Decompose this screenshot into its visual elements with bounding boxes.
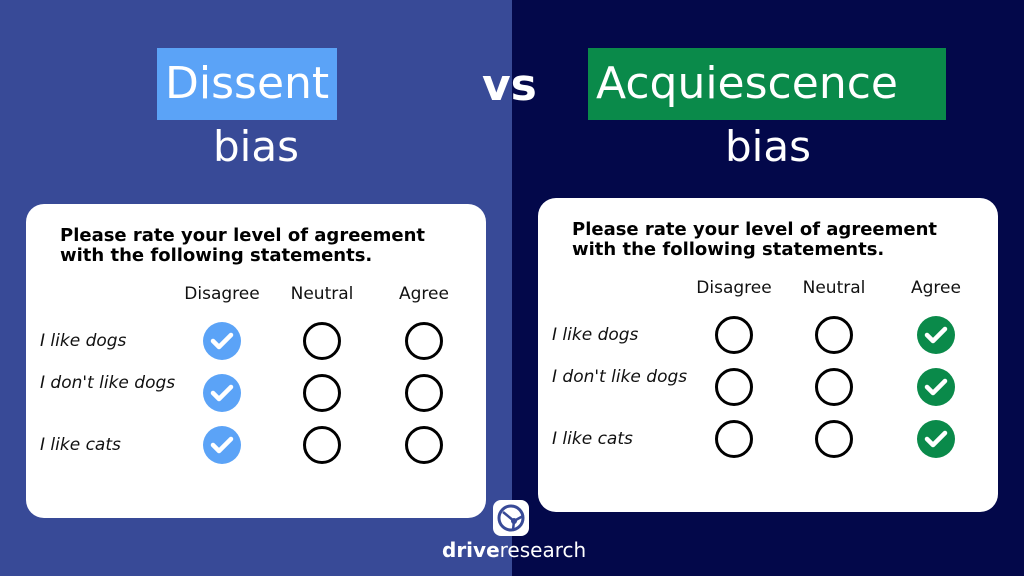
check-icon [924,378,948,396]
radio-option[interactable] [405,426,443,464]
check-icon [924,326,948,344]
check-icon [210,436,234,454]
column-header: Neutral [290,284,354,304]
radio-option[interactable] [815,316,853,354]
vs-text: vs [482,60,537,111]
radio-option[interactable] [405,322,443,360]
radio-option[interactable] [815,420,853,458]
dissent-bias-text: bias [213,122,299,171]
statement-label: I like dogs [552,325,639,345]
radio-option[interactable] [815,368,853,406]
radio-option[interactable] [303,426,341,464]
statement-label: I don't like dogs [40,373,176,393]
question-text: Please rate your level of agreement with… [60,225,425,266]
radio-option[interactable] [303,374,341,412]
radio-option[interactable] [715,368,753,406]
statement-label: I don't like dogs [552,367,688,387]
selected-checkmark-option[interactable] [203,426,241,464]
column-header: Agree [911,278,961,298]
radio-option[interactable] [405,374,443,412]
brand-bold: drive [442,538,500,562]
statement-label: I like cats [552,429,633,449]
radio-option[interactable] [303,322,341,360]
brand-light: research [499,538,587,562]
column-header: Disagree [696,278,772,298]
acquiescence-label: Acquiescence [588,48,946,120]
check-icon [924,430,948,448]
steering-wheel-icon [493,500,529,536]
radio-option[interactable] [715,316,753,354]
check-icon [210,332,234,350]
brand-logo: driveresearch [442,538,586,562]
dissent-label: Dissent [157,48,338,120]
column-header: Agree [399,284,449,304]
survey-card-dissent: Please rate your level of agreement with… [26,204,486,518]
survey-card-acquiescence: Please rate your level of agreement with… [538,198,998,512]
column-header: Neutral [802,278,866,298]
check-icon [210,384,234,402]
question-text: Please rate your level of agreement with… [572,219,937,260]
selected-checkmark-option[interactable] [917,420,955,458]
statement-label: I like dogs [40,331,127,351]
selected-checkmark-option[interactable] [203,374,241,412]
radio-option[interactable] [715,420,753,458]
statement-label: I like cats [40,435,121,455]
selected-checkmark-option[interactable] [917,316,955,354]
acquiescence-bias-text: bias [725,122,811,171]
selected-checkmark-option[interactable] [917,368,955,406]
selected-checkmark-option[interactable] [203,322,241,360]
column-header: Disagree [184,284,260,304]
